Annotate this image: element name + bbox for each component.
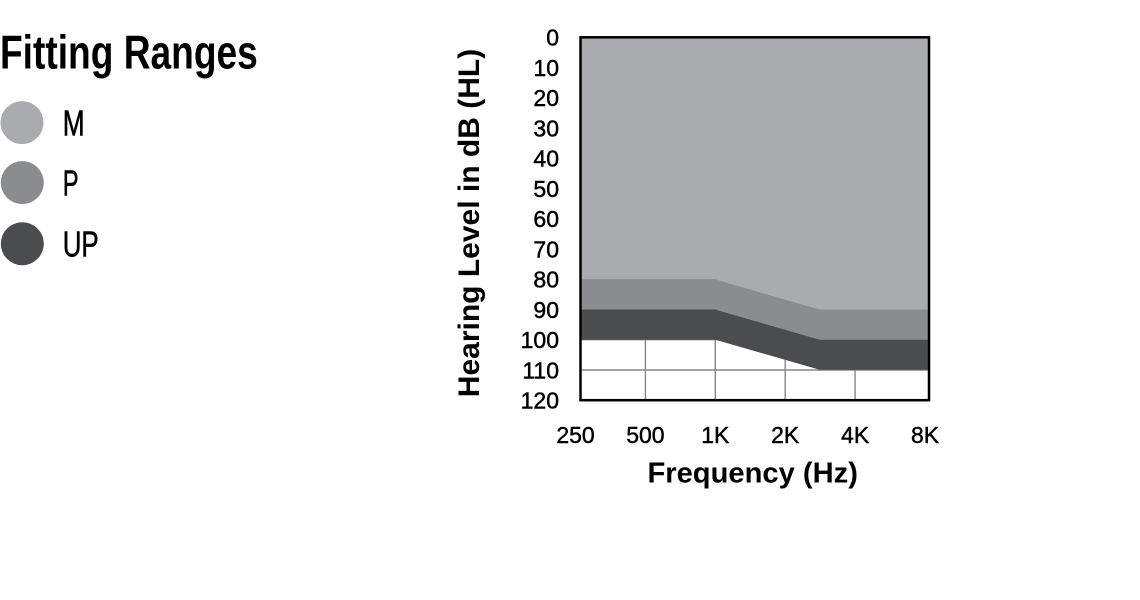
svg-text:500: 500 (626, 422, 664, 448)
svg-text:90: 90 (533, 297, 559, 323)
svg-text:Frequency (Hz): Frequency (Hz) (647, 457, 857, 489)
svg-text:4K: 4K (841, 422, 870, 448)
svg-text:50: 50 (533, 176, 559, 202)
svg-text:70: 70 (533, 236, 559, 262)
svg-text:1K: 1K (701, 422, 730, 448)
svg-text:2K: 2K (771, 422, 800, 448)
svg-text:0: 0 (546, 25, 559, 51)
svg-text:10: 10 (533, 55, 559, 81)
svg-text:80: 80 (533, 267, 559, 293)
svg-text:250: 250 (556, 422, 594, 448)
svg-text:120: 120 (521, 388, 559, 414)
svg-text:40: 40 (533, 146, 559, 172)
svg-text:100: 100 (521, 327, 559, 353)
svg-text:60: 60 (533, 206, 559, 232)
svg-text:UP: UP (63, 224, 99, 264)
svg-text:Fitting Ranges: Fitting Ranges (0, 26, 258, 78)
svg-text:110: 110 (522, 357, 559, 383)
svg-text:M: M (63, 102, 85, 143)
svg-text:8K: 8K (911, 422, 940, 448)
svg-text:Hearing Level in dB (HL): Hearing Level in dB (HL) (453, 49, 486, 397)
svg-text:P: P (63, 164, 79, 204)
svg-text:30: 30 (533, 115, 559, 141)
svg-text:20: 20 (533, 85, 559, 111)
